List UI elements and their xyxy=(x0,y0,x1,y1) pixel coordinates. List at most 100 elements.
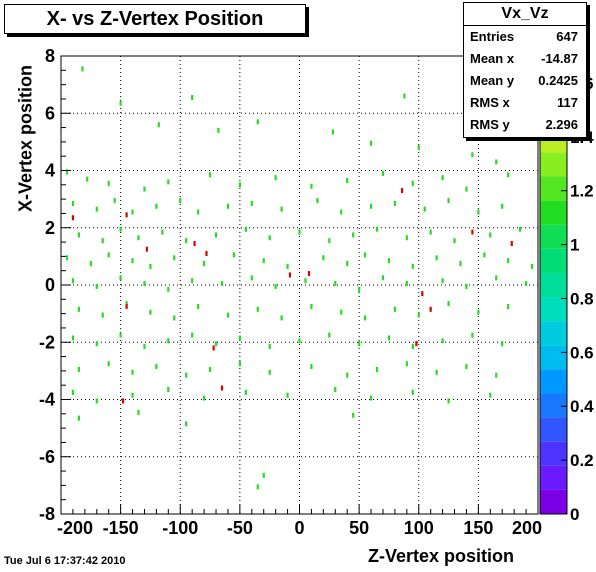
heatmap-cell xyxy=(268,344,271,350)
heatmap-cell xyxy=(95,341,98,347)
heatmap-cell xyxy=(71,389,75,395)
heatmap-cell xyxy=(143,186,146,192)
heatmap-cell xyxy=(167,338,170,344)
heatmap-cell xyxy=(477,209,480,215)
heatmap-cell xyxy=(256,119,259,125)
y-tick-label: 2 xyxy=(45,218,55,238)
heatmap-cell xyxy=(340,309,343,315)
heatmap-cell xyxy=(226,203,230,209)
heatmap-cell xyxy=(405,235,408,241)
heatmap-cell xyxy=(328,332,331,338)
x-tick-label: -200 xyxy=(57,518,93,538)
heatmap-cell xyxy=(137,235,140,241)
heatmap-cell xyxy=(238,361,241,367)
heatmap-cell xyxy=(465,186,468,192)
heatmap-cell xyxy=(173,255,176,261)
y-tick-label: 0 xyxy=(45,275,55,295)
heatmap-cell xyxy=(131,209,134,215)
heatmap-cell xyxy=(137,409,140,415)
heatmap-cell xyxy=(226,312,230,318)
heatmap-cell-high xyxy=(125,303,128,309)
heatmap-cell xyxy=(197,209,200,215)
heatmap-cell-high xyxy=(125,212,128,218)
heatmap-cell xyxy=(346,261,349,267)
heatmap-cell xyxy=(403,93,406,99)
heatmap-cell xyxy=(459,261,462,267)
heatmap-cell xyxy=(447,198,450,204)
x-tick-label: -50 xyxy=(227,518,253,538)
heatmap-cell xyxy=(203,395,206,401)
heatmap-cell xyxy=(131,258,134,264)
heatmap-cell xyxy=(310,183,313,189)
heatmap-cell xyxy=(268,369,271,375)
z-tick-label: 0.6 xyxy=(570,343,594,362)
heatmap-cell xyxy=(352,232,355,238)
y-axis-tick-labels: -8 -6 -4 -2 0 2 4 6 8 xyxy=(39,46,55,524)
heatmap-cell xyxy=(71,278,75,284)
heatmap-cell xyxy=(435,369,438,375)
heatmap-cell-high xyxy=(421,291,424,297)
stats-row-rms-x: RMS x 117 xyxy=(464,92,586,114)
y-tick-label: 6 xyxy=(45,103,55,123)
heatmap-cell xyxy=(298,229,301,235)
heatmap-cell xyxy=(447,301,450,307)
y-tick-label: -8 xyxy=(39,504,55,524)
heatmap-cell xyxy=(185,421,188,427)
heatmap-cell xyxy=(334,281,337,287)
heatmap-cell xyxy=(107,180,110,186)
heatmap-cell xyxy=(143,281,146,287)
heatmap-cell xyxy=(244,226,247,232)
y-tick-label: 8 xyxy=(45,46,55,66)
palette-band xyxy=(540,200,567,225)
heatmap-cell xyxy=(417,312,420,318)
x-tick-label: 200 xyxy=(512,518,542,538)
stats-row-entries: Entries 647 xyxy=(464,26,586,48)
heatmap-cell xyxy=(489,232,492,238)
heatmap-cell xyxy=(495,275,498,281)
heatmap-cell-high xyxy=(220,385,224,391)
stats-label: RMS x xyxy=(470,95,510,110)
heatmap-cell xyxy=(203,261,206,267)
heatmap-cell xyxy=(77,366,80,372)
heatmap-cell xyxy=(280,206,283,212)
heatmap-cell xyxy=(423,206,426,212)
heatmap-cell xyxy=(375,366,379,372)
x-tick-label: 150 xyxy=(463,518,493,538)
heatmap-cell xyxy=(71,200,75,206)
heatmap-cell xyxy=(191,95,194,101)
heatmap-cell xyxy=(238,182,241,188)
heatmap-cell xyxy=(280,315,283,321)
heatmap-cell-high xyxy=(471,229,474,235)
heatmap-cell xyxy=(310,364,313,370)
heatmap-cell xyxy=(167,286,170,292)
heatmap-cell xyxy=(453,238,456,244)
heatmap-cell xyxy=(149,263,152,269)
heatmap-cell xyxy=(352,412,355,418)
heatmap-cell xyxy=(119,226,122,232)
z-tick-label: 1 xyxy=(570,236,579,255)
heatmap-cell xyxy=(157,122,160,128)
heatmap-cell xyxy=(411,263,414,269)
heatmap-cell xyxy=(501,341,504,347)
heatmap-cell-high xyxy=(145,246,148,252)
heatmap-cell xyxy=(441,338,444,344)
heatmap-cell xyxy=(197,303,200,309)
heatmap-cell xyxy=(268,235,271,241)
heatmap-cell xyxy=(530,263,534,269)
heatmap-cell-high xyxy=(307,271,311,277)
heatmap-cell xyxy=(286,392,289,398)
palette-band xyxy=(540,369,567,394)
heatmap-cell xyxy=(417,145,420,151)
heatmap-cell xyxy=(77,415,80,421)
heatmap-cell xyxy=(95,398,98,404)
heatmap-cell xyxy=(191,278,194,284)
heatmap-cell xyxy=(185,238,188,244)
palette-band xyxy=(540,272,567,298)
y-tick-label: 4 xyxy=(45,161,55,181)
x-tick-label: -100 xyxy=(162,518,198,538)
stats-label: RMS y xyxy=(470,117,510,132)
heatmap-cell xyxy=(519,226,522,232)
heatmap-cell xyxy=(441,175,444,181)
x-tick-label: 100 xyxy=(404,518,434,538)
heatmap-cell xyxy=(507,303,510,309)
